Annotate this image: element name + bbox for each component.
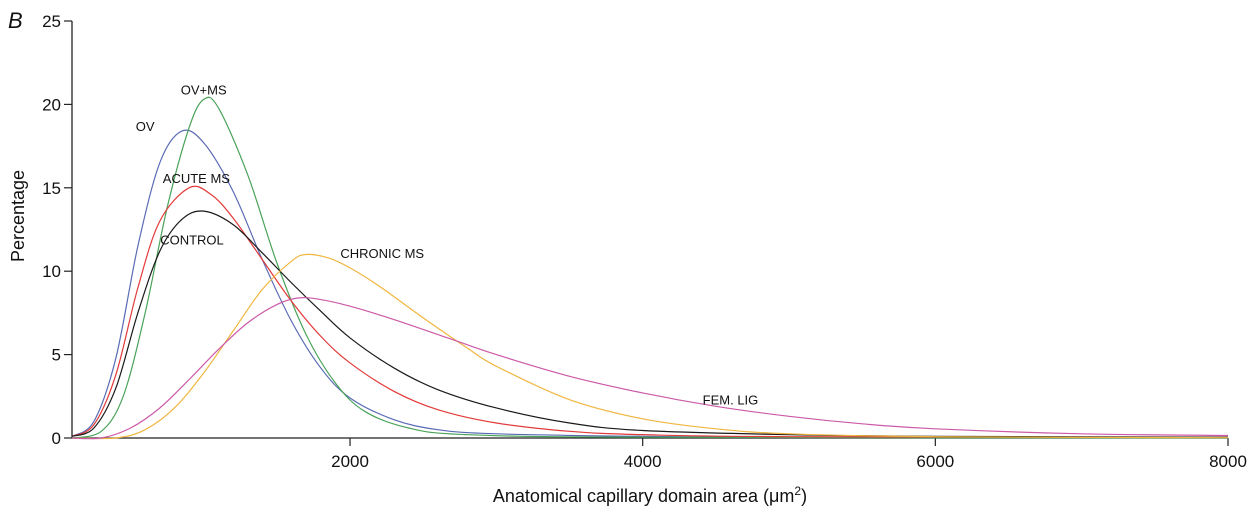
x-tick-label: 6000 [916, 452, 954, 471]
series-line-ov-ms [71, 96, 1229, 439]
y-tick-label: 15 [42, 179, 61, 198]
x-axis-title-text: Anatomical capillary domain area (μm [493, 486, 795, 506]
panel-label: B [8, 8, 23, 33]
y-tick-label: 0 [52, 429, 61, 448]
series-layer [71, 96, 1229, 440]
y-tick-label: 25 [42, 12, 61, 31]
x-tick-label: 4000 [624, 452, 662, 471]
y-axis-title: Percentage [8, 170, 28, 262]
y-axis-ticks: 0 5 10 15 20 25 [42, 12, 72, 448]
x-axis-title-superscript: 2 [794, 484, 801, 498]
axes [71, 21, 1228, 439]
x-axis-title: Anatomical capillary domain area (μm2) [493, 484, 807, 506]
series-line-ov [71, 129, 1229, 438]
series-label-fem-lig: FEM. LIG [703, 393, 759, 408]
series-line-chronic-ms [71, 253, 1229, 440]
series-label-chronic-ms: CHRONIC MS [340, 246, 424, 261]
series-label-control: CONTROL [160, 233, 224, 248]
series-label-acute-ms: ACUTE MS [163, 171, 231, 186]
y-tick-label: 20 [42, 95, 61, 114]
series-line-control [71, 210, 1229, 438]
x-tick-label: 8000 [1209, 452, 1247, 471]
x-axis-title-close: ) [801, 486, 807, 506]
series-labels: OV OV+MS ACUTE MS CONTROL CHRONIC MS FEM. LIG [136, 82, 759, 407]
series-label-ov-ms: OV+MS [181, 82, 227, 97]
y-tick-label: 5 [52, 346, 61, 365]
series-line-fem-lig [71, 297, 1229, 440]
y-tick-label: 10 [42, 262, 61, 281]
series-label-ov: OV [136, 119, 155, 134]
x-axis-ticks: 2000 4000 6000 8000 [331, 438, 1247, 471]
x-tick-label: 2000 [331, 452, 369, 471]
series-line-acute-ms [71, 185, 1229, 438]
